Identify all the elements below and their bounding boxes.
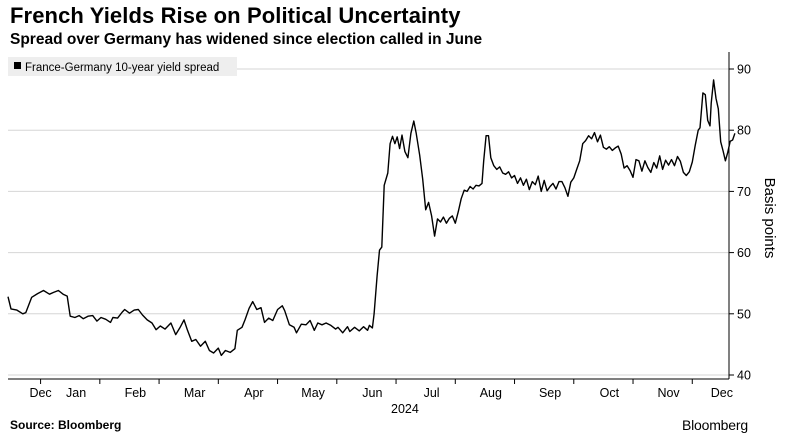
chart-subtitle: Spread over Germany has widened since el…: [10, 31, 483, 48]
x-tick-label-may: May: [301, 386, 325, 400]
x-tick-label-sep: Sep: [539, 386, 561, 400]
source-note: Source: Bloomberg: [10, 418, 122, 432]
x-tick-label-dec: Dec: [29, 386, 51, 400]
x-tick-label-oct: Oct: [600, 386, 620, 400]
year-label: 2024: [391, 402, 419, 416]
x-tick-label-nov: Nov: [657, 386, 680, 400]
x-tick-label-dec: Dec: [711, 386, 733, 400]
x-tick-label-aug: Aug: [480, 386, 502, 400]
legend-label: France-Germany 10-year yield spread: [25, 62, 219, 74]
legend-swatch: [14, 62, 21, 69]
y-axis-title: Basis points: [761, 178, 778, 259]
x-tick-label-jul: Jul: [424, 386, 440, 400]
y-tick-label-60: 60: [737, 246, 751, 260]
x-tick-label-jun: Jun: [362, 386, 382, 400]
x-axis-tick-labels: Dec Jan Feb Mar Apr May Jun Jul Aug Sep Oct Nov Dec 2…: [29, 386, 733, 416]
y-tick-label-90: 90: [737, 63, 751, 77]
x-tick-label-apr: Apr: [244, 386, 263, 400]
x-axis-ticks: [40, 379, 693, 384]
y-tick-label-40: 40: [737, 369, 751, 383]
x-tick-label-mar: Mar: [184, 386, 206, 400]
x-tick-label-feb: Feb: [125, 386, 147, 400]
y-axis-tick-labels: 40 50 60 70 80 90: [729, 63, 751, 383]
x-tick-label-jan: Jan: [66, 386, 86, 400]
legend: France-Germany 10-year yield spread: [8, 57, 237, 76]
bloomberg-logo: Bloomberg: [682, 417, 748, 433]
legend-box: [8, 57, 237, 76]
series-layer: [7, 79, 736, 357]
chart-title: French Yields Rise on Political Uncertai…: [10, 3, 461, 28]
y-tick-label-50: 50: [737, 307, 751, 321]
series-line-yield-spread: [7, 79, 736, 357]
y-tick-label-80: 80: [737, 124, 751, 138]
y-tick-label-70: 70: [737, 185, 751, 199]
axes: [8, 52, 730, 380]
